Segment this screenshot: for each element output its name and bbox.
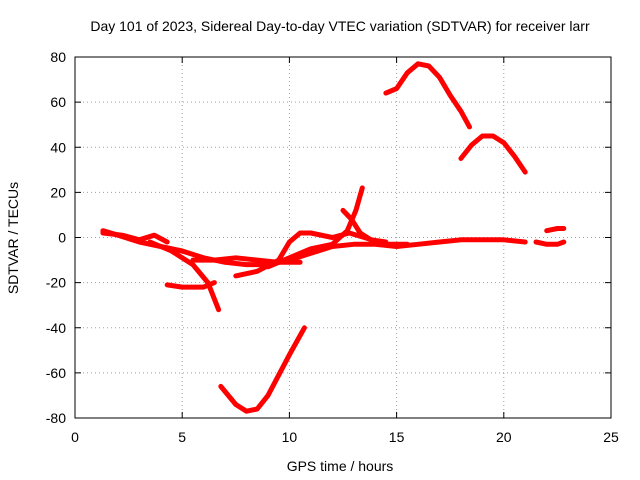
y-tick-label: 80	[50, 49, 66, 65]
y-tick-label: 0	[58, 230, 66, 246]
x-tick-label: 5	[178, 429, 186, 445]
x-tick-label: 15	[389, 429, 405, 445]
y-tick-label: -20	[46, 275, 66, 291]
y-tick-label: -80	[46, 410, 66, 426]
y-tick-label: 40	[50, 139, 66, 155]
series-line-arc-right-high	[544, 226, 567, 234]
y-tick-label: 60	[50, 94, 66, 110]
series-line-arc-rise-center	[265, 185, 365, 270]
chart-title: Day 101 of 2023, Sidereal Day-to-day VTE…	[90, 18, 590, 34]
y-tick-label: -60	[46, 365, 66, 381]
series-line-arc-second-peak	[458, 133, 528, 175]
series-line-arc-upper-left	[100, 230, 170, 245]
series-line-arc-right-low	[533, 239, 567, 247]
series-line-arc-deep-dip	[218, 325, 307, 414]
axis-ticks: 0 5 10 15 20 25 -80 -60 -40 -20 0 20 40 60 80	[46, 49, 619, 445]
y-tick-label: -40	[46, 320, 66, 336]
data-series	[100, 61, 567, 414]
x-tick-label: 10	[282, 429, 298, 445]
x-tick-label: 25	[603, 429, 619, 445]
series-line-arc-spike	[340, 207, 389, 245]
series-line-arc-high-peak	[383, 61, 472, 130]
y-axis-title: SDTVAR / TECUs	[5, 182, 21, 294]
x-tick-label: 0	[71, 429, 79, 445]
x-tick-label: 20	[496, 429, 512, 445]
x-axis-title: GPS time / hours	[287, 458, 394, 474]
series-line-arc-low-left	[164, 280, 217, 290]
y-tick-label: 20	[50, 184, 66, 200]
series-line-arc-dip-left	[147, 239, 222, 313]
